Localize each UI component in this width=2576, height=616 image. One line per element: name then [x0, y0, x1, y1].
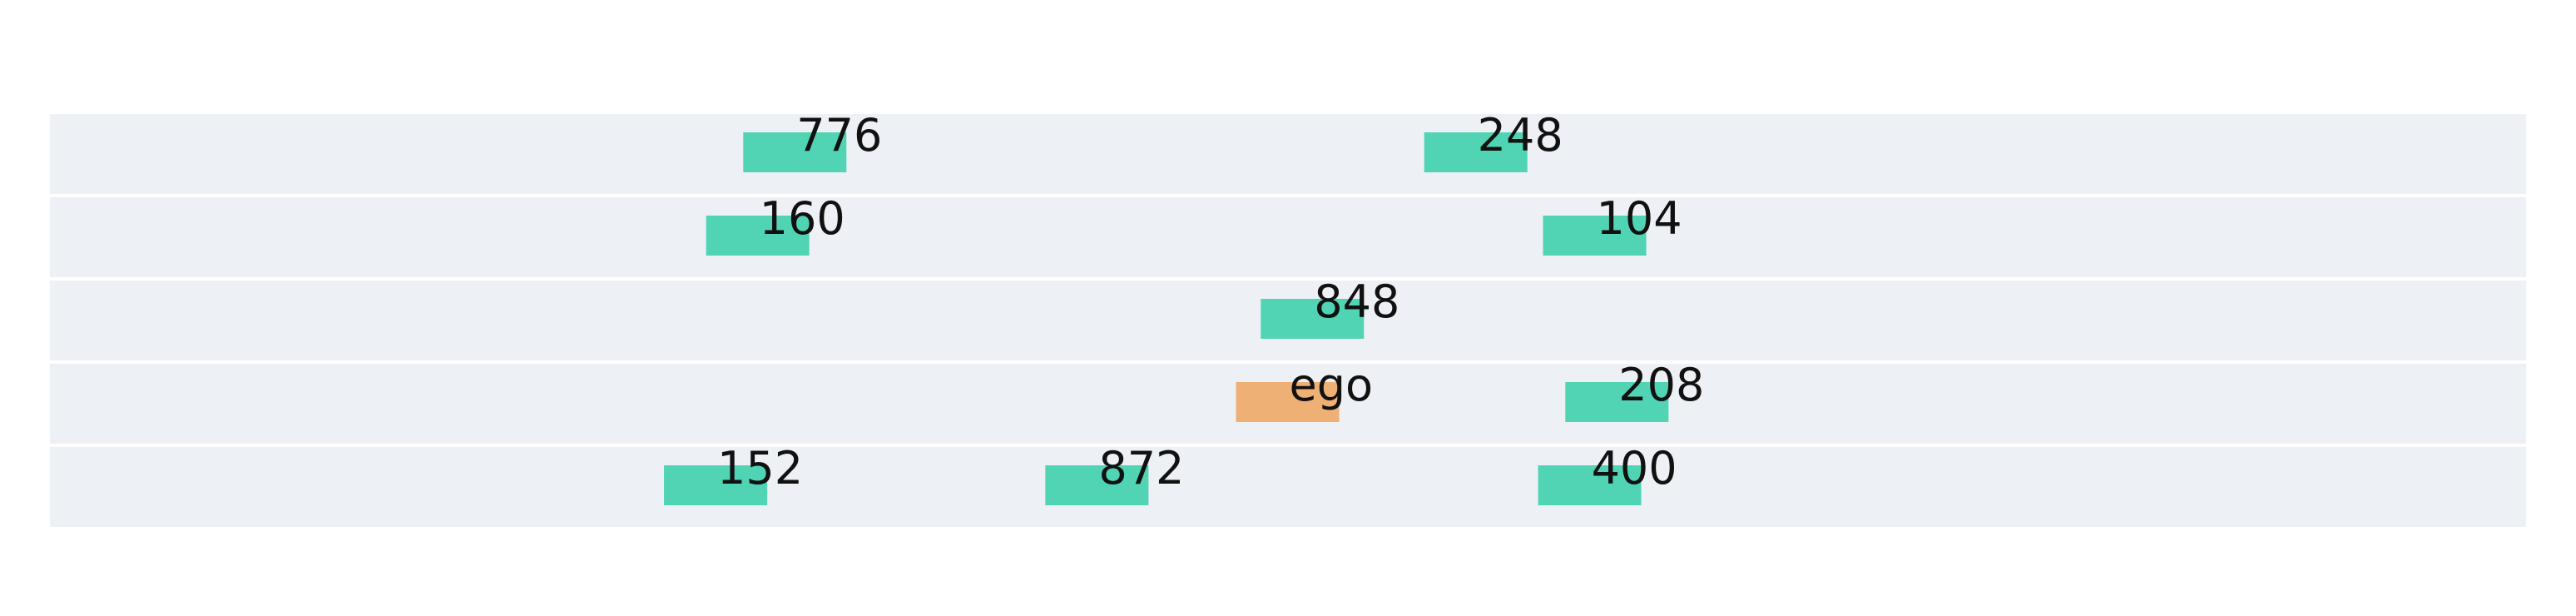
vehicle: 104 [1543, 192, 1682, 256]
vehicle-box [706, 216, 810, 256]
vehicle-label: 208 [1618, 359, 1704, 411]
vehicle-box [1424, 132, 1528, 172]
vehicle-box [743, 132, 847, 172]
vehicle-label: 848 [1314, 276, 1399, 328]
vehicle-label: 400 [1592, 442, 1677, 494]
vehicle-label: 152 [717, 442, 803, 494]
vehicle-box [1565, 382, 1669, 422]
lane-2 [50, 197, 2526, 277]
ego-vehicle: ego [1236, 359, 1374, 422]
lane-1 [50, 114, 2526, 194]
vehicle: 776 [743, 109, 882, 172]
vehicle: 248 [1424, 109, 1563, 172]
ego-vehicle-box [1236, 382, 1340, 422]
vehicle-box [1538, 465, 1642, 505]
ego-vehicle-label: ego [1290, 359, 1374, 411]
vehicle-label: 776 [796, 109, 882, 161]
vehicle: 152 [664, 442, 803, 505]
vehicle: 848 [1261, 276, 1399, 339]
vehicle-label: 104 [1597, 192, 1682, 245]
vehicle-box [664, 465, 768, 505]
lane-5 [50, 447, 2526, 527]
vehicle-label: 872 [1098, 442, 1184, 494]
vehicle-box [1543, 216, 1647, 256]
vehicle-label: 160 [760, 192, 845, 245]
vehicle-label: 248 [1478, 109, 1563, 161]
vehicle-box [1045, 465, 1149, 505]
vehicle: 872 [1045, 442, 1184, 505]
lanes [50, 114, 2526, 527]
vehicles: 776 248 160 104 848 ego 208 152 872 400 [664, 109, 1704, 505]
vehicle: 208 [1565, 359, 1704, 422]
vehicle: 160 [706, 192, 845, 256]
vehicle: 400 [1538, 442, 1677, 505]
vehicle-box [1261, 299, 1365, 339]
